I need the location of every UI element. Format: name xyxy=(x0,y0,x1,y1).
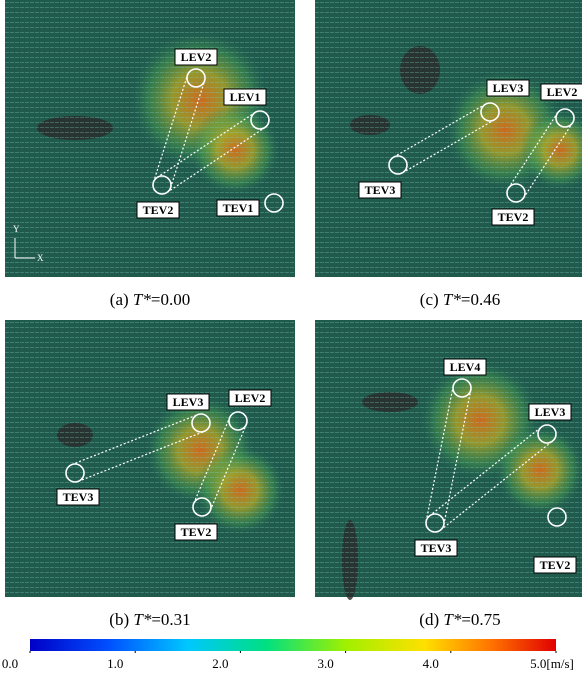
colorbar-tick-label: 2.0 xyxy=(212,656,228,671)
vector-field xyxy=(315,0,582,277)
vortex-label: TEV2 xyxy=(498,210,529,224)
caption-tag: (b) xyxy=(109,610,133,629)
vortex-label: LEV2 xyxy=(547,85,578,99)
axis-label: X xyxy=(37,253,44,263)
panel-caption: (c) T*=0.46 xyxy=(420,290,500,309)
caption-variable: T* xyxy=(443,290,461,309)
colorbar-tick-label: 3.0 xyxy=(317,656,333,671)
axis-label: Y xyxy=(13,224,20,234)
vortex-label: LEV2 xyxy=(181,50,212,64)
caption-tag: (d) xyxy=(419,610,443,629)
caption-value: =0.46 xyxy=(461,290,500,309)
vortex-label: TEV3 xyxy=(421,541,452,555)
colorbar-tick-label: 5.0[m/s] xyxy=(530,656,574,671)
caption-tag: (a) xyxy=(110,290,133,309)
caption-value: =0.00 xyxy=(151,290,190,309)
vortex-label: TEV1 xyxy=(223,201,254,215)
colorbar-tick-label: 0.0 xyxy=(2,656,18,671)
caption-tag: (c) xyxy=(420,290,443,309)
panel-caption: (d) T*=0.75 xyxy=(419,610,500,629)
caption-value: =0.75 xyxy=(461,610,500,629)
vector-field xyxy=(5,320,295,597)
vortex-label: LEV1 xyxy=(230,90,261,104)
flow-panel: LEV4 LEV3 TEV3 TEV2 xyxy=(315,320,582,600)
vortex-label: LEV4 xyxy=(450,360,481,374)
caption-variable: T* xyxy=(133,610,151,629)
colorbar xyxy=(30,639,556,651)
caption-variable: T* xyxy=(133,290,151,309)
vortex-label: LEV2 xyxy=(235,391,266,405)
vortex-label: TEV2 xyxy=(540,558,571,572)
colorbar-tick-label: 4.0 xyxy=(423,656,439,671)
vortex-label: LEV3 xyxy=(173,395,204,409)
vortex-label: TEV3 xyxy=(63,490,94,504)
panel-caption: (a) T*=0.00 xyxy=(110,290,190,309)
vortex-label: TEV3 xyxy=(365,183,396,197)
vector-field xyxy=(5,0,295,277)
vortex-label: TEV2 xyxy=(143,203,174,217)
figure: LEV2LEV1TEV2TEV1YX(a) T*=0.00LEV3LEV2TEV… xyxy=(0,0,582,672)
colorbar-tick-label: 1.0 xyxy=(107,656,123,671)
caption-value: =0.31 xyxy=(151,610,190,629)
caption-variable: T* xyxy=(443,610,461,629)
vortex-label: LEV3 xyxy=(535,405,566,419)
flow-panel: LEV3 LEV2 TEV3 TEV2 xyxy=(315,0,582,277)
vortex-label: TEV2 xyxy=(181,525,212,539)
flow-panel: LEV3 LEV2 TEV3 TEV2 xyxy=(5,320,295,597)
panel-caption: (b) T*=0.31 xyxy=(109,610,190,629)
vortex-label: LEV3 xyxy=(493,81,524,95)
page: {"panels": [ {"tag": "(a) ", "var": "T*"… xyxy=(0,0,582,672)
flow-panel: LEV2 LEV1 TEV2 TEV1 Y X xyxy=(5,0,295,277)
